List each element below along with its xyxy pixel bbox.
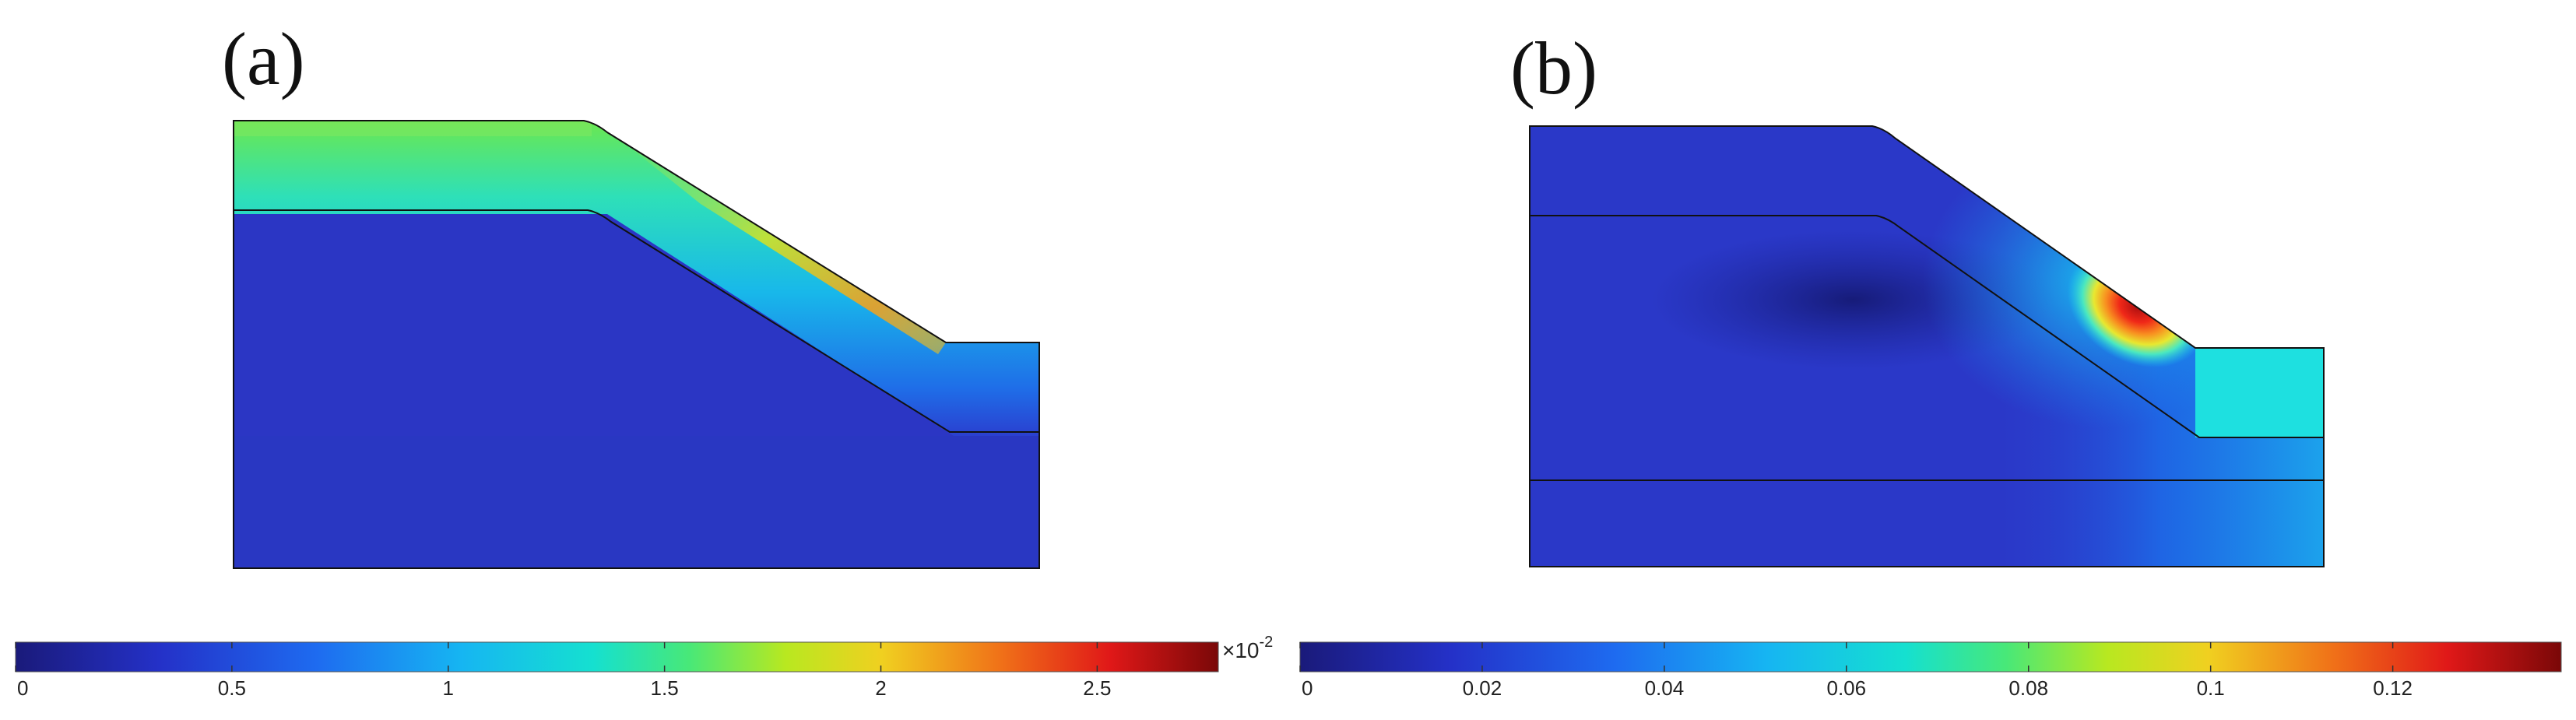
colorbar-a-multiplier: ×10-2 [1222, 634, 1273, 662]
colorbar-b-gradient [1299, 641, 2562, 673]
panel-a-surface-layer [234, 121, 1039, 436]
colorbar-a-tick-label: 0.5 [218, 676, 246, 700]
colorbar-a-tick-label: 0 [17, 676, 28, 700]
panel-label-b: (b) [1510, 26, 1597, 110]
panel-a-boundary [233, 120, 1040, 569]
colorbar-b-tick-label: 0.06 [1827, 676, 1867, 700]
panel-b-plot [1529, 125, 2325, 567]
colorbar-a-gradient [15, 641, 1219, 673]
panel-b-toe-fill [2195, 348, 2324, 437]
colorbar-a-tick-label: 1 [443, 676, 454, 700]
colorbar-a-tick-label: 2.5 [1083, 676, 1111, 700]
colorbar-b-tick-label: 0.08 [2008, 676, 2048, 700]
panel-a-layer-interface [234, 209, 1039, 433]
colorbar-b-tick-label: 0 [1302, 676, 1313, 700]
colorbar-b: 0 0.02 0.04 0.06 0.08 0.1 0.12 [1299, 641, 2562, 700]
colorbar-b-tick-label: 0.04 [1645, 676, 1685, 700]
colorbar-b-tick-label: 0.1 [2197, 676, 2225, 700]
colorbar-a-tick-label: 2 [875, 676, 886, 700]
panel-label-a: (a) [222, 17, 305, 100]
panel-a-plot [233, 120, 1040, 569]
colorbar-b-tick-label: 0.02 [1463, 676, 1502, 700]
colorbar-a: 0 0.5 1 1.5 2 2.5 ×10-2 [15, 634, 1273, 700]
colorbar-b-tick-label: 0.12 [2373, 676, 2413, 700]
panel-b-boundary [1529, 125, 2325, 567]
panel-b-layer-interface [1530, 215, 2324, 438]
colorbar-a-tick-label: 1.5 [651, 676, 679, 700]
